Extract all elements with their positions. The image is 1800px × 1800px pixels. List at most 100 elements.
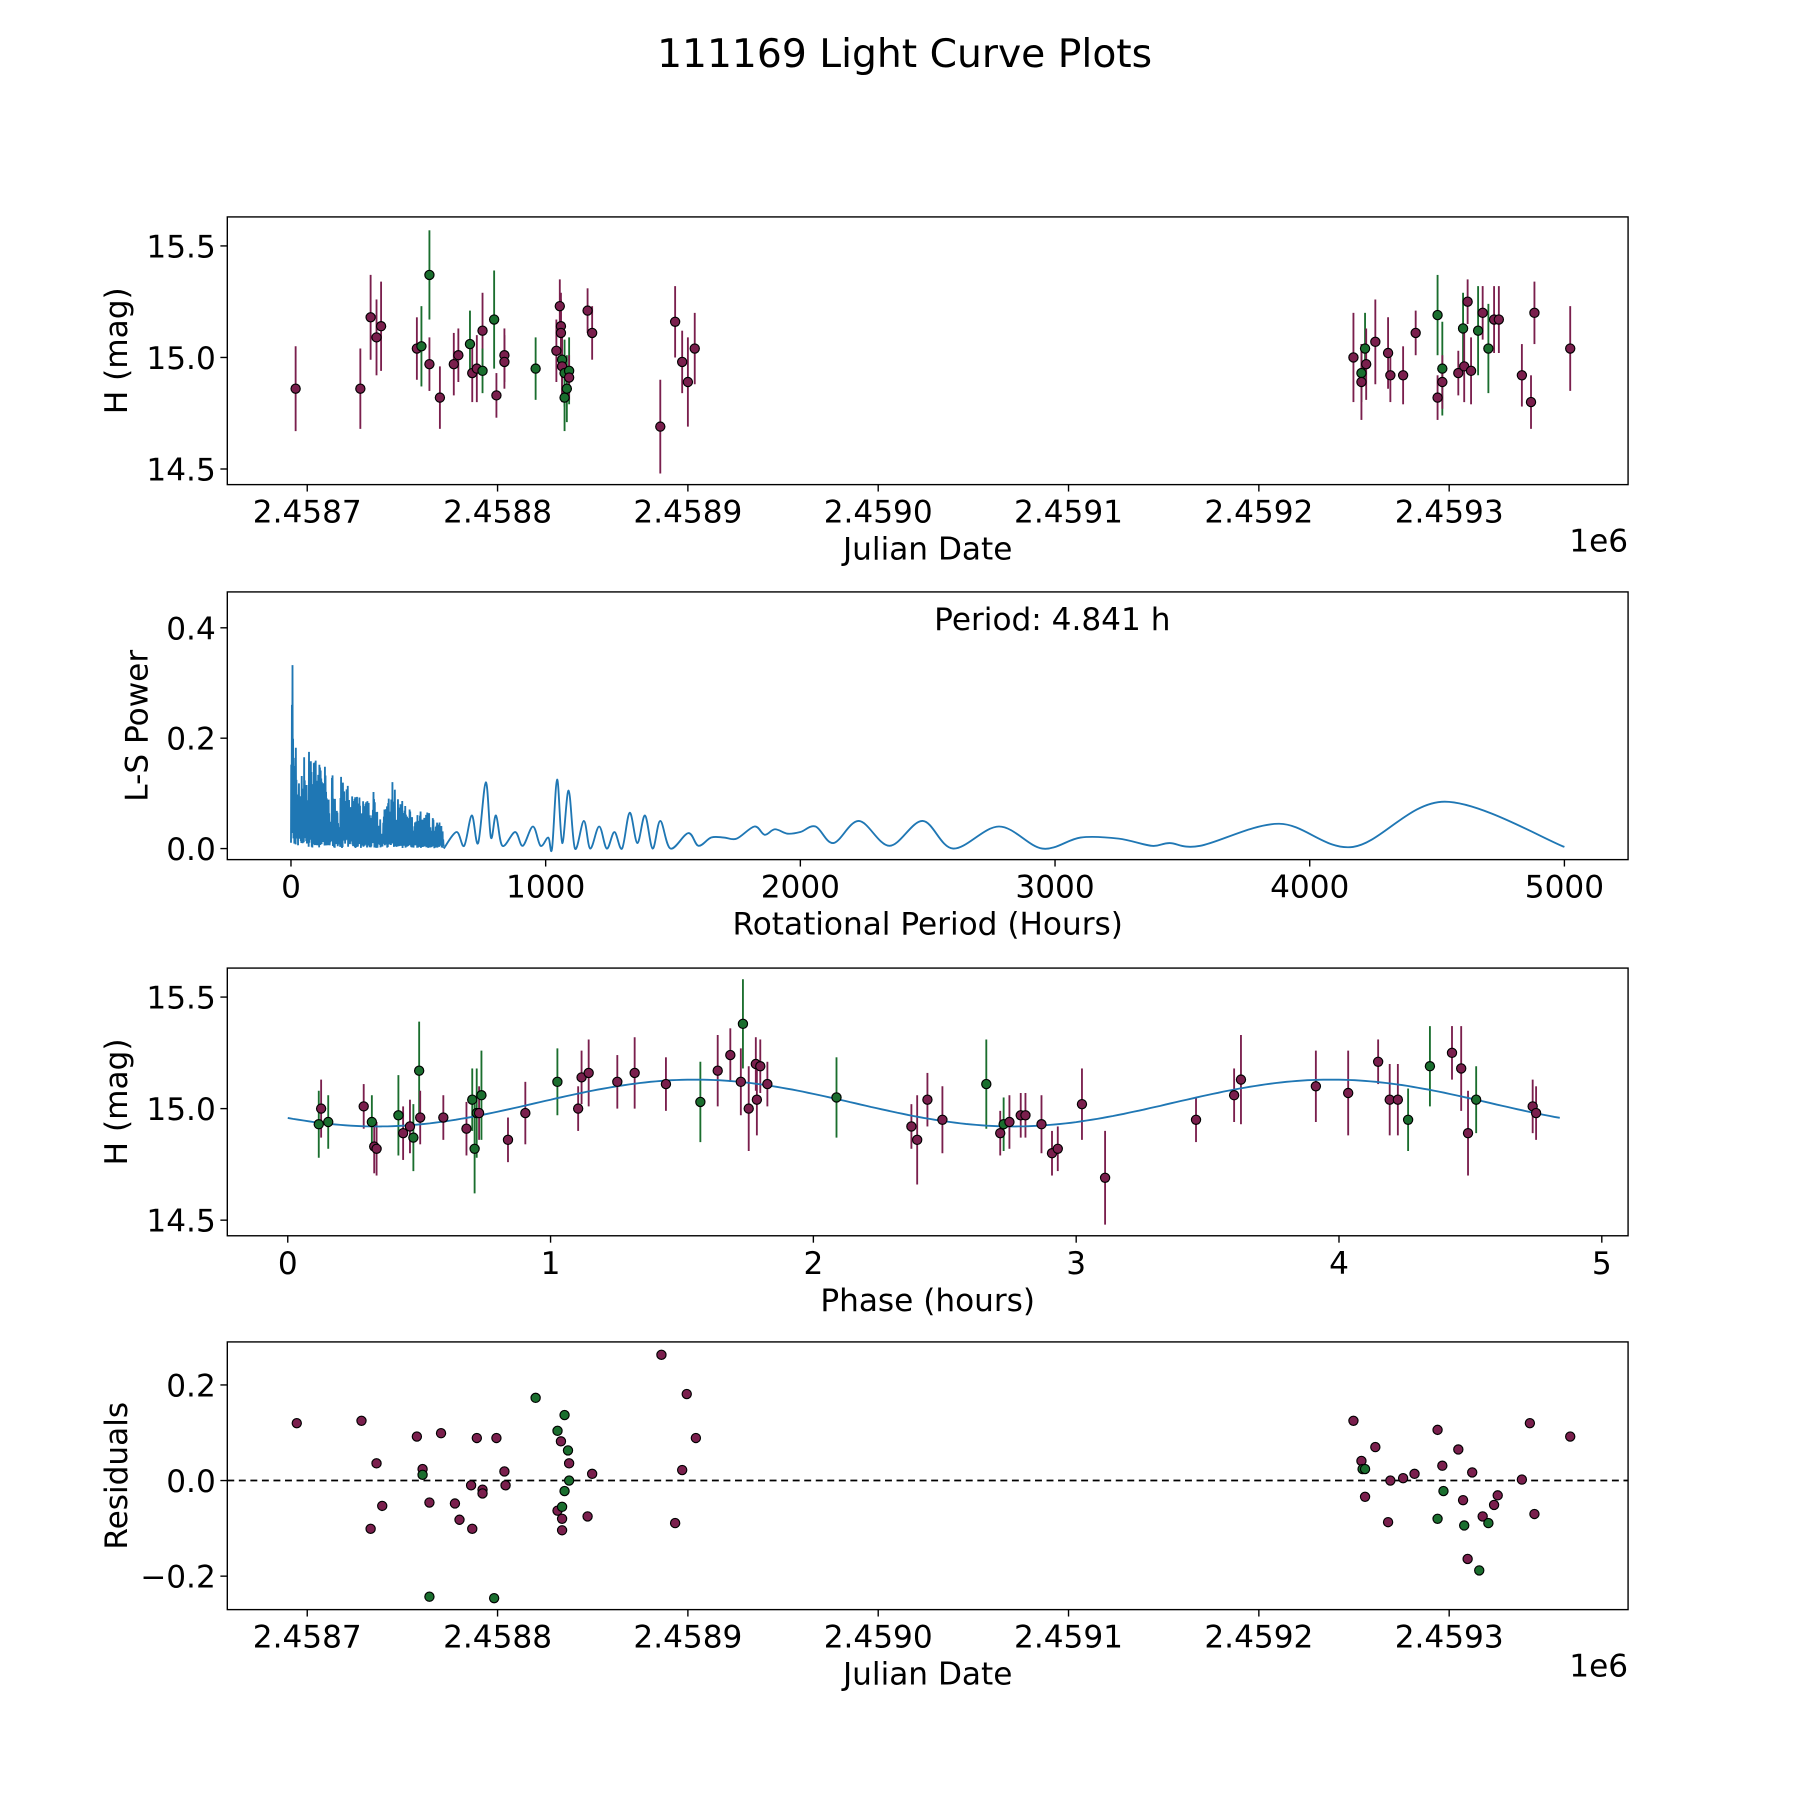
- data-point: [375, 321, 387, 332]
- y-axis-label: H (mag): [99, 287, 135, 414]
- x-tick-label: 3000: [1015, 870, 1094, 906]
- residual-point: [1565, 1431, 1576, 1442]
- residual-point: [669, 1517, 681, 1529]
- data-point: [1372, 1056, 1384, 1067]
- residual-point: [377, 1500, 388, 1512]
- axes-frame: [226, 591, 1629, 861]
- data-point: [712, 1065, 723, 1076]
- data-point: [323, 1116, 334, 1128]
- y-tick-label: 15.0: [146, 341, 215, 377]
- x-tick-label: 2.4589: [633, 495, 742, 531]
- residual-point: [1382, 1516, 1394, 1528]
- y-axis-label: H (mag): [99, 1039, 135, 1166]
- data-point: [1190, 1114, 1202, 1125]
- residual-point: [1467, 1467, 1478, 1478]
- data-point: [408, 1132, 419, 1143]
- x-axis-label: Rotational Period (Hours): [732, 907, 1122, 943]
- data-point: [453, 350, 464, 361]
- data-point: [1397, 370, 1409, 381]
- data-point: [290, 383, 301, 394]
- data-point: [499, 356, 510, 368]
- residual-point: [356, 1415, 367, 1426]
- data-point: [911, 1134, 923, 1146]
- y-tick-label: 14.5: [146, 1204, 215, 1240]
- data-point: [438, 1112, 449, 1123]
- periodogram-line: [443, 778, 1565, 852]
- x-axis-label: Julian Date: [841, 532, 1012, 568]
- residual-point: [1488, 1499, 1500, 1511]
- data-point: [655, 421, 666, 432]
- residual-point: [530, 1392, 541, 1404]
- data-point: [1530, 1107, 1542, 1119]
- data-point: [313, 1119, 324, 1130]
- residual-point: [465, 1480, 477, 1491]
- data-point: [371, 1143, 382, 1154]
- x-axis-label: Julian Date: [841, 1657, 1012, 1693]
- residual-point: [488, 1592, 500, 1604]
- residual-point: [681, 1388, 692, 1400]
- x-tick-label: 2.4590: [824, 495, 933, 531]
- data-point: [1052, 1143, 1063, 1154]
- data-point: [582, 305, 593, 316]
- residual-point: [1359, 1463, 1371, 1475]
- data-point: [1410, 327, 1421, 339]
- data-point: [358, 1101, 369, 1112]
- data-point: [520, 1107, 531, 1119]
- data-point: [315, 1103, 327, 1114]
- data-point: [397, 1127, 409, 1139]
- data-point: [1470, 1094, 1482, 1105]
- data-point: [682, 376, 694, 388]
- y-tick-label: −0.2: [140, 1560, 216, 1596]
- model-fit-curve: [287, 1078, 1560, 1128]
- data-point: [366, 1116, 378, 1128]
- data-point: [695, 1096, 706, 1108]
- residual-point: [1462, 1553, 1473, 1565]
- residual-point: [562, 1445, 574, 1456]
- data-point: [434, 392, 446, 403]
- residual-point: [1385, 1475, 1396, 1486]
- residual-point: [1432, 1513, 1443, 1524]
- data-point: [1402, 1114, 1414, 1125]
- data-point: [1356, 376, 1367, 388]
- data-point: [365, 312, 376, 323]
- axes-frame: [226, 216, 1629, 486]
- data-point: [572, 1103, 584, 1114]
- x-offset-label: 1e6: [1569, 524, 1628, 560]
- residual-point: [1437, 1460, 1448, 1471]
- data-point: [612, 1076, 623, 1088]
- residual-point: [435, 1428, 447, 1439]
- axes-frame: [226, 1341, 1629, 1611]
- x-tick-label: 2.4591: [1014, 1620, 1123, 1656]
- data-point: [1456, 1063, 1467, 1074]
- residual-point: [559, 1485, 570, 1497]
- residual-point: [1492, 1490, 1503, 1501]
- data-point: [393, 1110, 404, 1121]
- x-tick-label: 0: [278, 1246, 298, 1282]
- data-point: [488, 314, 500, 325]
- x-tick-label: 2: [803, 1246, 823, 1282]
- data-point: [424, 358, 435, 370]
- data-point: [1446, 1047, 1458, 1059]
- data-point: [1356, 367, 1367, 379]
- data-point: [416, 341, 427, 352]
- residual-point: [291, 1417, 302, 1429]
- data-point: [477, 325, 488, 336]
- residual-point: [1483, 1517, 1494, 1529]
- data-point: [1437, 363, 1448, 374]
- residual-point: [471, 1432, 483, 1444]
- data-point: [1483, 343, 1494, 354]
- data-point: [563, 372, 575, 383]
- residual-point: [467, 1523, 478, 1535]
- y-axis-label: L-S Power: [120, 650, 156, 802]
- residual-point: [1474, 1565, 1485, 1576]
- data-point: [371, 332, 382, 343]
- y-tick-label: 0.4: [166, 611, 216, 647]
- residual-point: [552, 1425, 563, 1437]
- data-point: [1392, 1094, 1404, 1105]
- residual-point: [1370, 1441, 1381, 1453]
- residual-point: [586, 1468, 598, 1480]
- data-point: [751, 1094, 763, 1105]
- data-point: [554, 300, 565, 312]
- data-point: [355, 383, 366, 394]
